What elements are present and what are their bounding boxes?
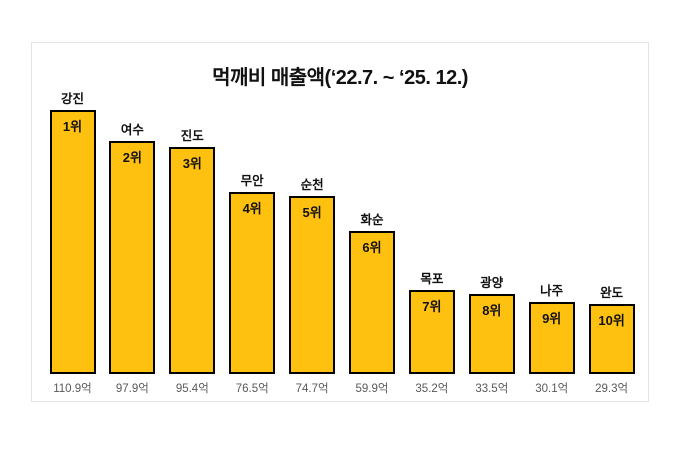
bar-city-label: 나주 xyxy=(540,284,564,298)
bar-city-label: 화순 xyxy=(360,213,384,227)
bar-목포 xyxy=(408,290,455,374)
bar-rank-label: 4위 xyxy=(242,201,262,216)
bar-value-label: 74.7억 xyxy=(295,383,329,395)
bar-rank-label: 5위 xyxy=(302,205,322,220)
bar-city-label: 순천 xyxy=(300,178,324,192)
bar-city-label: 목포 xyxy=(420,272,444,286)
bar-value-label: 97.9억 xyxy=(115,383,149,395)
bar-value-label: 95.4억 xyxy=(175,383,209,395)
bar-rank-label: 10위 xyxy=(598,313,625,328)
bar-완도 xyxy=(588,304,635,374)
bar-city-label: 광양 xyxy=(480,276,504,290)
bar-rank-label: 3위 xyxy=(182,156,202,171)
bar-value-label: 29.3억 xyxy=(595,383,629,395)
bar-value-label: 59.9억 xyxy=(355,383,389,395)
bar-city-label: 진도 xyxy=(180,129,204,143)
bar-진도 xyxy=(169,147,216,374)
bar-화순 xyxy=(349,231,395,374)
bar-value-label: 76.5억 xyxy=(235,383,269,395)
bar-value-label: 33.5억 xyxy=(475,383,509,395)
bar-순천 xyxy=(289,196,336,374)
bar-rank-label: 9위 xyxy=(542,311,562,326)
bar-여수 xyxy=(109,141,156,374)
bar-value-label: 35.2억 xyxy=(415,383,449,395)
bar-city-label: 여수 xyxy=(120,123,144,137)
bar-rank-label: 2위 xyxy=(122,150,142,165)
bar-rank-label: 6위 xyxy=(362,240,382,255)
chart-title: 먹깨비 매출액(‘22.7. ~ ‘25. 12.) xyxy=(212,67,468,89)
bar-value-label: 110.9억 xyxy=(53,383,92,395)
bar-광양 xyxy=(468,294,515,374)
bar-무안 xyxy=(229,192,276,374)
bar-rank-label: 1위 xyxy=(62,119,83,134)
bar-city-label: 완도 xyxy=(600,286,624,300)
chart-frame: 먹깨비 매출액(‘22.7. ~ ‘25. 12.) 강진 1위 110.9억 여수 2… xyxy=(31,42,649,402)
bar-city-label: 무안 xyxy=(240,174,264,188)
bar-city-label: 강진 xyxy=(60,92,84,106)
bar-rank-label: 8위 xyxy=(482,303,502,318)
bar-value-label: 30.1억 xyxy=(535,383,569,395)
bar-나주 xyxy=(528,302,575,374)
bar-rank-label: 7위 xyxy=(422,299,442,314)
bar-강진 xyxy=(49,110,96,374)
